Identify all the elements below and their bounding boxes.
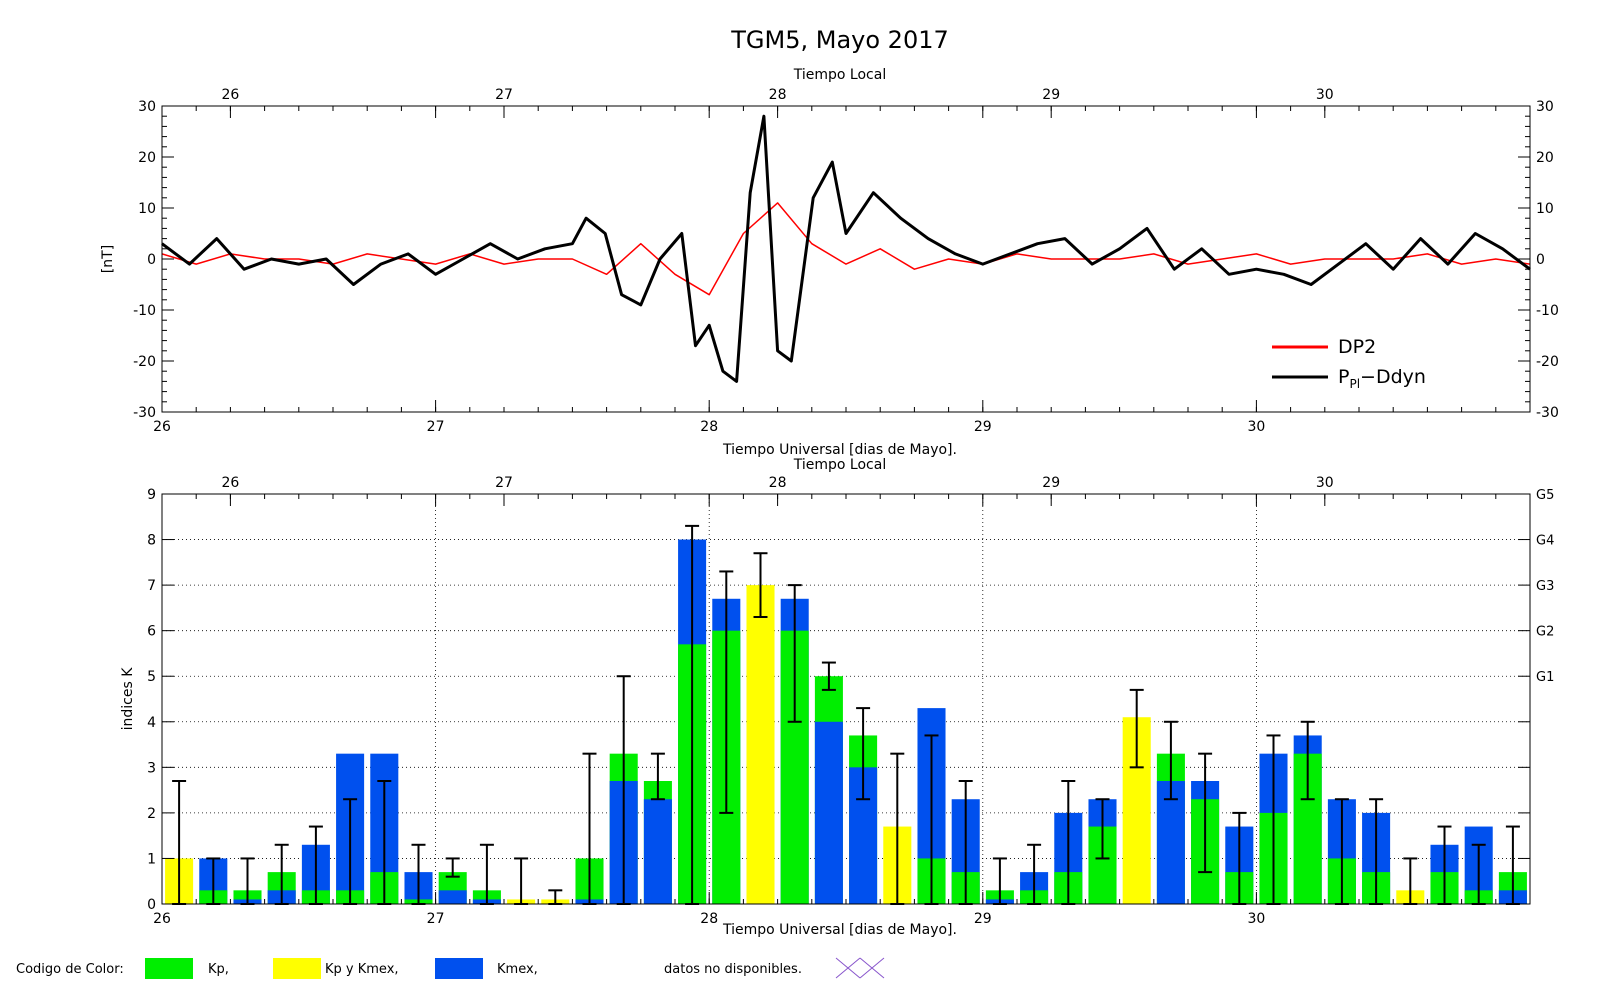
storm-level-label: G2 [1536, 625, 1554, 640]
y-tick-label: 4 [147, 715, 156, 731]
y-tick-label: -20 [133, 354, 156, 370]
storm-level-label: G4 [1536, 534, 1554, 549]
y-tick-label: 5 [147, 669, 156, 685]
y-tick-label: 20 [138, 150, 156, 166]
dp2-panel-frame [161, 105, 1531, 413]
y-right-tick-label: 10 [1536, 201, 1554, 217]
legend-dp2-label: DP2 [1338, 336, 1376, 358]
y-tick-label: 0 [147, 897, 156, 913]
kmex-bar [438, 890, 467, 904]
line-legend: DP2 PPl−Ddyn [1272, 336, 1426, 391]
y-tick-label: -30 [133, 405, 156, 421]
top-tick-label: 26 [221, 87, 239, 103]
x-tick-label: 29 [974, 419, 992, 435]
y-axis-title-k: indices K [120, 667, 136, 731]
y-axis-title: [nT] [100, 245, 116, 273]
y-tick-label: 2 [147, 806, 156, 822]
legend-ppi-rest: −Ddyn [1360, 366, 1426, 388]
y-right-tick-label: -10 [1536, 303, 1559, 319]
kp-kmex-swatch [273, 958, 321, 979]
legend-ppi-sub: Pl [1349, 377, 1360, 391]
top-tick-label: 28 [769, 475, 787, 491]
legend-ppi-main: P [1338, 366, 1349, 388]
storm-level-label: G5 [1536, 488, 1554, 503]
kmex-legend-label: Kmex, [497, 962, 538, 977]
no-data-hatch [835, 957, 885, 979]
y-tick-label: 1 [147, 851, 156, 867]
color-code-legend: Codigo de Color: Kp, Kp y Kmex, Kmex, da… [16, 957, 885, 979]
top-tick-label: 27 [495, 475, 513, 491]
x-tick-label: 28 [700, 419, 718, 435]
top-tick-label: 28 [769, 87, 787, 103]
kp-kmex-bar [746, 585, 775, 904]
y-tick-label: 6 [147, 624, 156, 640]
no-data-swatch [835, 957, 885, 979]
x-tick-label: 28 [700, 911, 718, 927]
kp-kmex-legend-label: Kp y Kmex, [325, 962, 399, 977]
top-axis-title-k: Tiempo Local [793, 457, 886, 473]
color-code-label: Codigo de Color: [16, 962, 124, 977]
storm-level-label: G3 [1536, 579, 1554, 594]
y-tick-label: 3 [147, 760, 156, 776]
x-tick-label: 30 [1247, 419, 1265, 435]
x-axis-title-k: Tiempo Universal [dias de Mayo]. [722, 922, 957, 938]
ppi-ddyn-series-line [161, 114, 1531, 383]
kmex-bar [1156, 781, 1185, 904]
x-tick-label: 26 [153, 419, 171, 435]
x-tick-label: 27 [427, 419, 445, 435]
x-tick-label: 29 [974, 911, 992, 927]
dp2-panel: 26 27 28 29 30 26 27 28 29 30 -30 -20 -10 0 10 20 30 -30 -… [100, 67, 1559, 458]
y-tick-label: 9 [147, 487, 156, 503]
kmex-swatch [435, 958, 483, 979]
top-tick-label: 30 [1316, 87, 1334, 103]
top-tick-label: 29 [1042, 87, 1060, 103]
top-axis-title: Tiempo Local [793, 67, 886, 83]
chart-title: TGM5, Mayo 2017 [730, 26, 949, 54]
top-tick-label: 26 [221, 475, 239, 491]
y-right-tick-label: 30 [1536, 99, 1554, 115]
k-index-panel-frame [161, 493, 1531, 905]
y-right-tick-label: 20 [1536, 150, 1554, 166]
kp-legend-label: Kp, [208, 962, 229, 977]
y-tick-label: -10 [133, 303, 156, 319]
kp-swatch [145, 958, 193, 979]
y-tick-label: 30 [138, 99, 156, 115]
y-tick-label: 10 [138, 201, 156, 217]
k-index-panel: 26 27 28 29 30 26 27 28 29 30 0 1 2 3 4 5 6 7 8 9 G1 G2 G3 G4 G5… [120, 457, 1554, 938]
kmex-bar [814, 721, 843, 904]
x-tick-label: 26 [153, 911, 171, 927]
dp2-series-line [161, 202, 1531, 296]
top-tick-label: 27 [495, 87, 513, 103]
kmex-bar [643, 799, 672, 904]
y-right-tick-label: 0 [1536, 252, 1545, 268]
y-right-tick-label: -20 [1536, 354, 1559, 370]
x-tick-label: 27 [427, 911, 445, 927]
x-axis-title: Tiempo Universal [dias de Mayo]. [722, 442, 957, 458]
storm-level-label: G1 [1536, 670, 1554, 685]
top-tick-label: 30 [1316, 475, 1334, 491]
x-tick-label: 30 [1247, 911, 1265, 927]
y-tick-label: 7 [147, 578, 156, 594]
no-data-legend-label: datos no disponibles. [664, 962, 802, 977]
y-tick-label: 0 [147, 252, 156, 268]
y-tick-label: 8 [147, 533, 156, 549]
top-tick-label: 29 [1042, 475, 1060, 491]
y-right-tick-label: -30 [1536, 405, 1559, 421]
legend-ppi-label: PPl−Ddyn [1338, 366, 1426, 391]
